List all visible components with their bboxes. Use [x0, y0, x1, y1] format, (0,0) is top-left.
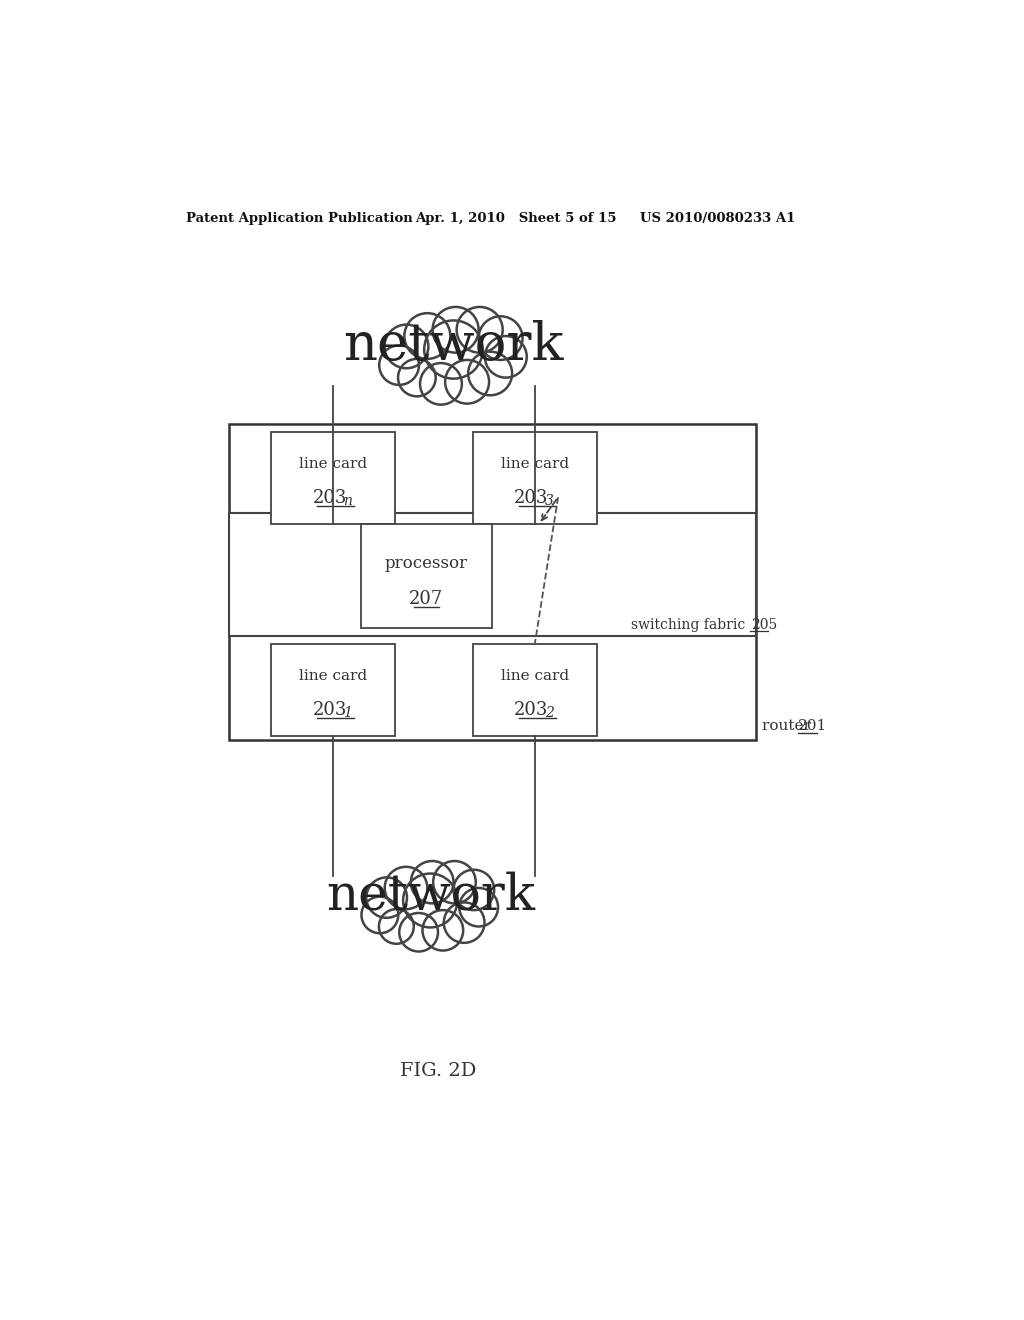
Circle shape	[424, 321, 482, 379]
Circle shape	[468, 351, 512, 395]
Text: network: network	[343, 319, 564, 371]
Circle shape	[404, 313, 451, 359]
Circle shape	[443, 903, 484, 942]
Circle shape	[384, 325, 428, 368]
Text: router: router	[762, 719, 816, 733]
Circle shape	[485, 337, 526, 378]
Circle shape	[379, 346, 419, 385]
Circle shape	[403, 874, 458, 928]
Circle shape	[433, 861, 476, 903]
Text: US 2010/0080233 A1: US 2010/0080233 A1	[640, 213, 795, 224]
Circle shape	[457, 308, 503, 352]
Circle shape	[420, 363, 462, 405]
Circle shape	[460, 888, 498, 927]
Circle shape	[367, 878, 407, 917]
Circle shape	[454, 870, 495, 909]
Text: 203: 203	[514, 701, 548, 719]
Text: n: n	[343, 495, 352, 508]
Circle shape	[445, 360, 489, 404]
Text: line card: line card	[501, 669, 569, 682]
FancyBboxPatch shape	[473, 432, 597, 524]
Text: 203: 203	[514, 490, 548, 507]
Circle shape	[379, 909, 414, 944]
FancyBboxPatch shape	[473, 644, 597, 737]
Text: 3: 3	[545, 495, 554, 508]
Text: 207: 207	[410, 590, 443, 609]
Text: 203: 203	[312, 701, 347, 719]
Text: 201: 201	[799, 719, 827, 733]
Circle shape	[411, 861, 454, 903]
Text: line card: line card	[299, 669, 368, 682]
Text: 203: 203	[312, 490, 347, 507]
Text: Apr. 1, 2010   Sheet 5 of 15: Apr. 1, 2010 Sheet 5 of 15	[415, 213, 616, 224]
Circle shape	[478, 317, 522, 360]
Text: processor: processor	[385, 556, 468, 572]
Text: switching fabric: switching fabric	[631, 618, 750, 632]
Circle shape	[423, 909, 463, 950]
Text: 1: 1	[343, 706, 352, 721]
FancyBboxPatch shape	[228, 424, 756, 739]
Text: Patent Application Publication: Patent Application Publication	[186, 213, 413, 224]
Text: network: network	[326, 871, 535, 921]
Text: 2: 2	[545, 706, 554, 721]
FancyBboxPatch shape	[228, 512, 756, 636]
FancyBboxPatch shape	[360, 524, 493, 628]
Text: FIG. 2D: FIG. 2D	[399, 1061, 476, 1080]
Circle shape	[361, 896, 398, 933]
Text: 205: 205	[751, 618, 777, 632]
FancyBboxPatch shape	[271, 432, 395, 524]
Circle shape	[385, 867, 427, 909]
Circle shape	[398, 359, 436, 396]
Circle shape	[432, 308, 478, 352]
FancyBboxPatch shape	[271, 644, 395, 737]
Circle shape	[399, 913, 438, 952]
Text: line card: line card	[299, 457, 368, 471]
Text: line card: line card	[501, 457, 569, 471]
